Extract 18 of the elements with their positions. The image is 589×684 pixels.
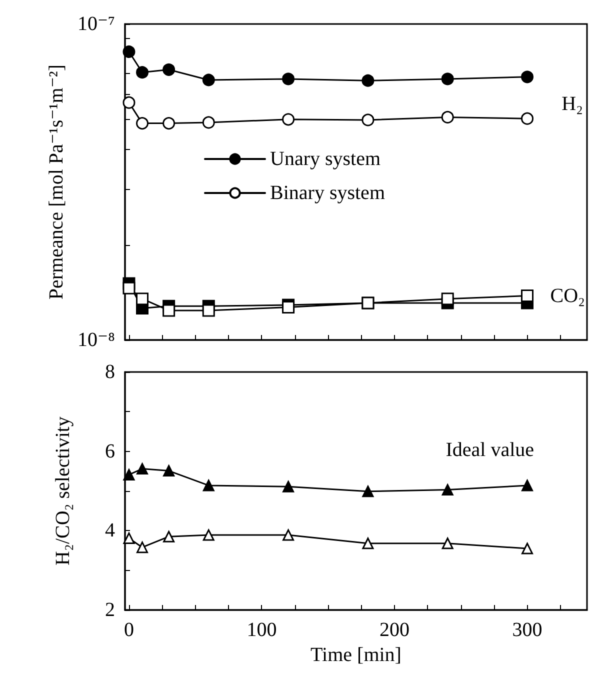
y-tick-label: 10⁻⁸ — [77, 329, 116, 351]
y-tick-label: 4 — [105, 520, 115, 542]
annotation: Ideal value — [446, 439, 534, 461]
y-tick-label: 2 — [105, 599, 115, 621]
y-tick-label: 8 — [105, 361, 115, 383]
x-tick-label: 100 — [246, 619, 277, 641]
annotation: CO₂ — [550, 285, 586, 307]
legend-label: Binary system — [270, 182, 386, 204]
annotation: H₂ — [562, 93, 584, 115]
x-tick-label: 0 — [124, 619, 134, 641]
x-tick-label: 200 — [380, 619, 410, 641]
y-tick-label: 6 — [105, 440, 115, 462]
y-axis-title: Permeance [mol Pa⁻¹s⁻¹m⁻²] — [46, 64, 68, 300]
legend-label: Unary system — [270, 148, 381, 170]
x-tick-label: 300 — [512, 619, 542, 641]
x-axis-title: Time [min] — [310, 644, 402, 666]
y-tick-label: 10⁻⁷ — [77, 13, 116, 35]
y-axis-title: H₂/CO₂ selectivity — [52, 416, 74, 566]
